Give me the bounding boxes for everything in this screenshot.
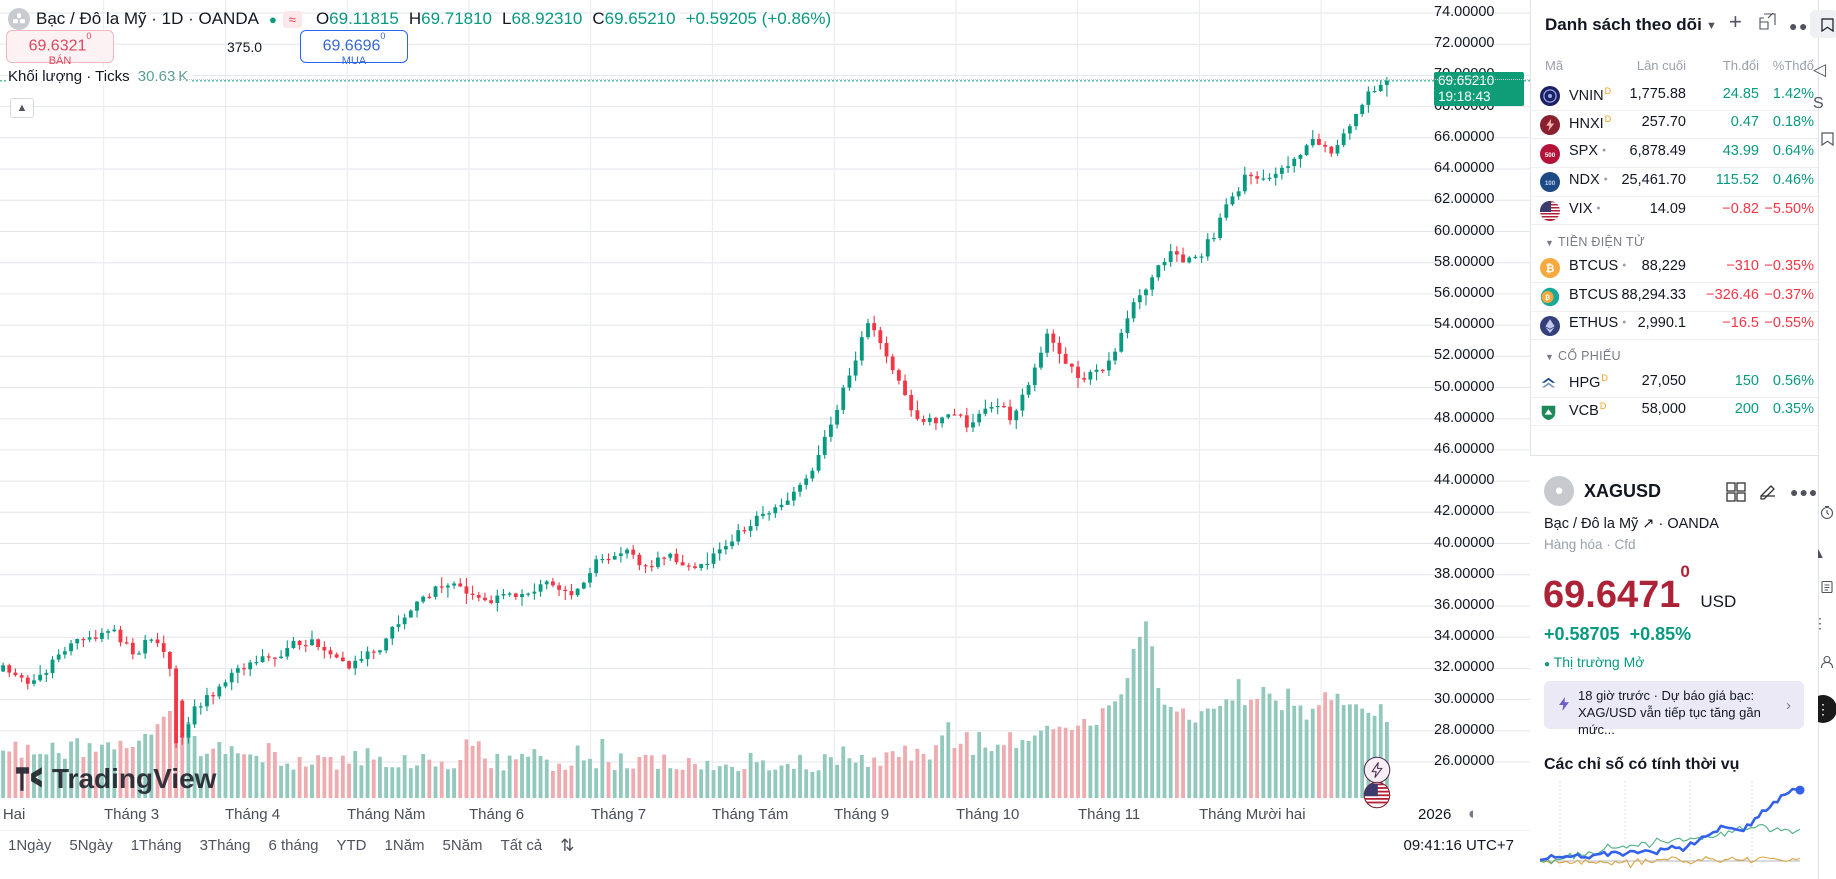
svg-text:100: 100 xyxy=(1545,180,1556,187)
svg-text:500: 500 xyxy=(1545,151,1556,158)
svg-text:₿: ₿ xyxy=(1546,263,1555,275)
svg-text:₿: ₿ xyxy=(1545,294,1550,302)
